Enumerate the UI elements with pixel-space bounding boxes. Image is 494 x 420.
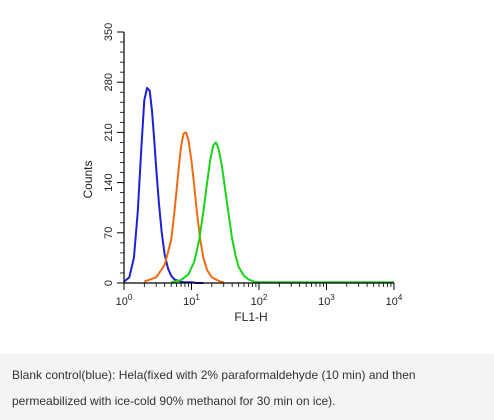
x-tick-label: 102 [251,293,268,308]
figure-caption: Blank control(blue): Hela(fixed with 2% … [12,368,416,408]
y-tick-label: 0 [103,280,115,286]
series-line-1 [143,131,224,284]
x-tick-label: 100 [116,293,133,308]
y-tick-label: 350 [103,23,115,41]
y-tick-label: 140 [103,173,115,191]
y-tick-label: 70 [103,227,115,239]
histogram-plot: 0 70 140 210 280 350 100 101 102 103 104 FL1-H Count… [81,23,403,324]
x-tick-label: 104 [386,293,403,308]
series-line-2 [170,141,394,284]
caption-box: Blank control(blue): Hela(fixed with 2% … [0,354,494,420]
x-tick-label: 103 [318,293,335,308]
y-tick-label: 210 [103,123,115,141]
y-axis-title: Counts [81,160,95,198]
x-tick-label: 101 [183,293,200,308]
x-axis-title: FL1-H [234,310,267,324]
y-tick-label: 280 [103,73,115,91]
chart-figure: 0 70 140 210 280 350 100 101 102 103 104 FL1-H Count… [81,22,403,324]
series-line-0 [123,86,204,284]
